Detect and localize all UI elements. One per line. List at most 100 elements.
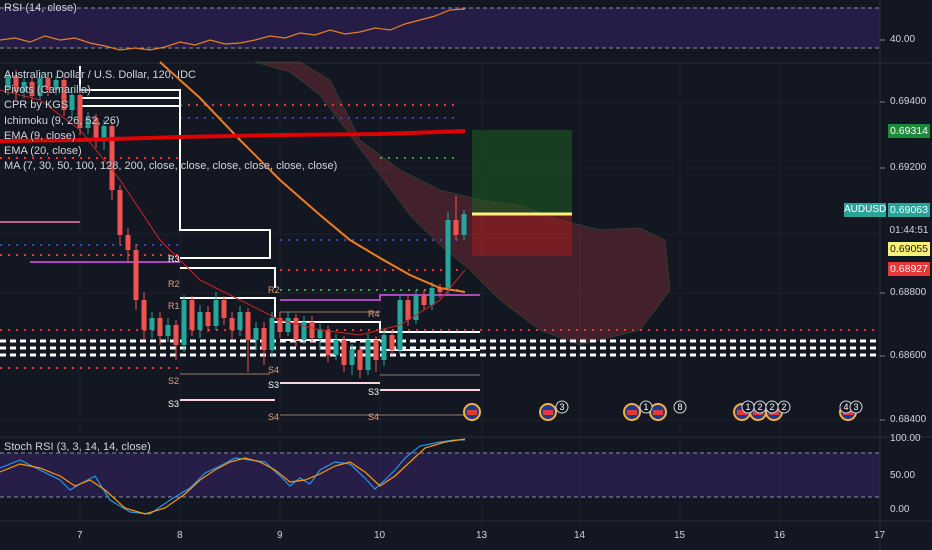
candle-body [5, 75, 11, 88]
price-tag-red: 0.68927 [888, 262, 930, 276]
candle-body [45, 78, 51, 90]
last-price-tag: 0.69063 [888, 203, 930, 217]
event-count-badge[interactable] [639, 400, 653, 414]
event-count-text: 2 [769, 402, 774, 412]
candle-body [301, 322, 307, 340]
pivot-label-r4: R4 [368, 309, 380, 319]
stoch-axis-label: 0.00 [890, 504, 910, 515]
event-count-text: 4 [843, 402, 848, 412]
event-flag-stripes [543, 410, 553, 415]
pivot-label-r3: R3 [168, 254, 180, 264]
stoch-d-line [0, 438, 466, 515]
legend-cpr[interactable]: CPR by KGS [4, 99, 69, 112]
candle-body [85, 118, 91, 128]
time-label: 7 [77, 530, 83, 541]
pivot-label-s4c: S4 [368, 412, 380, 422]
candle-body [461, 214, 467, 235]
candle-body [389, 335, 395, 350]
rsi-title[interactable]: RSI (14, close) [4, 2, 77, 14]
event-count-badge[interactable] [673, 400, 687, 414]
symbol-tag: AUDUSD [844, 203, 887, 217]
candle-body [437, 288, 443, 292]
event-count-text: 1 [745, 402, 750, 412]
event-count-text: 2 [781, 402, 786, 412]
candle-body [109, 126, 115, 190]
price-label: 0.68600 [890, 350, 927, 361]
candles [5, 70, 467, 378]
candle-body [125, 235, 131, 250]
stoch-title[interactable]: Stoch RSI (3, 3, 14, 14, close) [4, 441, 151, 453]
candle-body [365, 340, 371, 370]
candle-body [69, 95, 75, 110]
candle-body [429, 288, 435, 305]
pivot-boxes [0, 66, 480, 401]
event-count-badge[interactable] [555, 400, 569, 414]
stoch-k-line [0, 439, 465, 515]
time-label: 13 [476, 530, 488, 541]
stoch-band [0, 453, 880, 497]
candle-body [349, 350, 355, 365]
candle-body [413, 295, 419, 320]
pivot-label-s3b: S3 [268, 380, 280, 390]
candle-body [189, 300, 195, 330]
pivot-label-r2b: R2 [268, 285, 280, 295]
candle-body [37, 78, 43, 96]
price-tag-highlight: 0.69314 [888, 124, 930, 138]
candle-body [245, 312, 251, 340]
pivot-label-s4: S4 [268, 412, 280, 422]
candle-body [133, 250, 139, 300]
candle-body [149, 318, 155, 330]
legend-ma[interactable]: MA (7, 30, 50, 100, 128, 200, close, clo… [4, 160, 338, 173]
legend-ema20[interactable]: EMA (20, close) [4, 145, 82, 158]
candle-body [53, 80, 59, 90]
candle-body [293, 318, 299, 340]
candle-body [173, 325, 179, 345]
candle-body [117, 190, 123, 235]
time-label: 16 [774, 530, 786, 541]
legend-ichimoku[interactable]: Ichimoku (9, 26, 52, 26) [4, 114, 120, 127]
event-count-badge[interactable] [777, 400, 791, 414]
candle-body [181, 300, 187, 345]
candle-body [285, 318, 291, 332]
ema-thin-red [0, 89, 466, 336]
candle-body [221, 300, 227, 318]
event-count-text: 3 [853, 402, 858, 412]
ema-orange [159, 61, 466, 293]
stoch-axis-label: 50.00 [890, 470, 916, 481]
legend-ema9[interactable]: EMA (9, close) [4, 129, 76, 142]
event-count-badge[interactable] [849, 400, 863, 414]
candle-body [325, 330, 331, 355]
stoch-axis-label: 100.00 [890, 433, 921, 444]
legend-symbol[interactable]: Australian Dollar / U.S. Dollar, 120, ID… [4, 69, 196, 81]
pivot-label-s3c: S3 [368, 387, 380, 397]
rsi-band [0, 8, 880, 48]
candle-body [157, 318, 163, 336]
main-legend[interactable]: Australian Dollar / U.S. Dollar, 120, ID… [4, 68, 337, 174]
candle-body [229, 318, 235, 330]
rsi-line [0, 8, 466, 51]
price-label: 0.69200 [890, 162, 927, 173]
pivot-label-r2: R2 [168, 279, 180, 289]
pivot-label-s2: S2 [168, 376, 180, 386]
position-profit-box [472, 130, 572, 214]
candle-body [205, 312, 211, 326]
candle-body [61, 80, 67, 110]
candle-body [317, 330, 323, 338]
candle-body [341, 340, 347, 365]
event-count-text: 1 [643, 402, 648, 412]
candle-body [405, 300, 411, 320]
event-flag-stripes [627, 410, 637, 415]
time-label: 15 [674, 530, 686, 541]
candle-body [253, 328, 259, 340]
candle-body [93, 118, 99, 140]
pivot-label-s3: S3 [168, 399, 180, 409]
position-loss-box [472, 214, 572, 256]
candle-body [213, 300, 219, 326]
candle-body [421, 295, 427, 305]
ma-red-thick [0, 129, 466, 143]
candle-body [165, 325, 171, 336]
legend-pivots[interactable]: Pivots (Camarilla) [4, 84, 91, 97]
price-label: 0.69400 [890, 96, 927, 107]
